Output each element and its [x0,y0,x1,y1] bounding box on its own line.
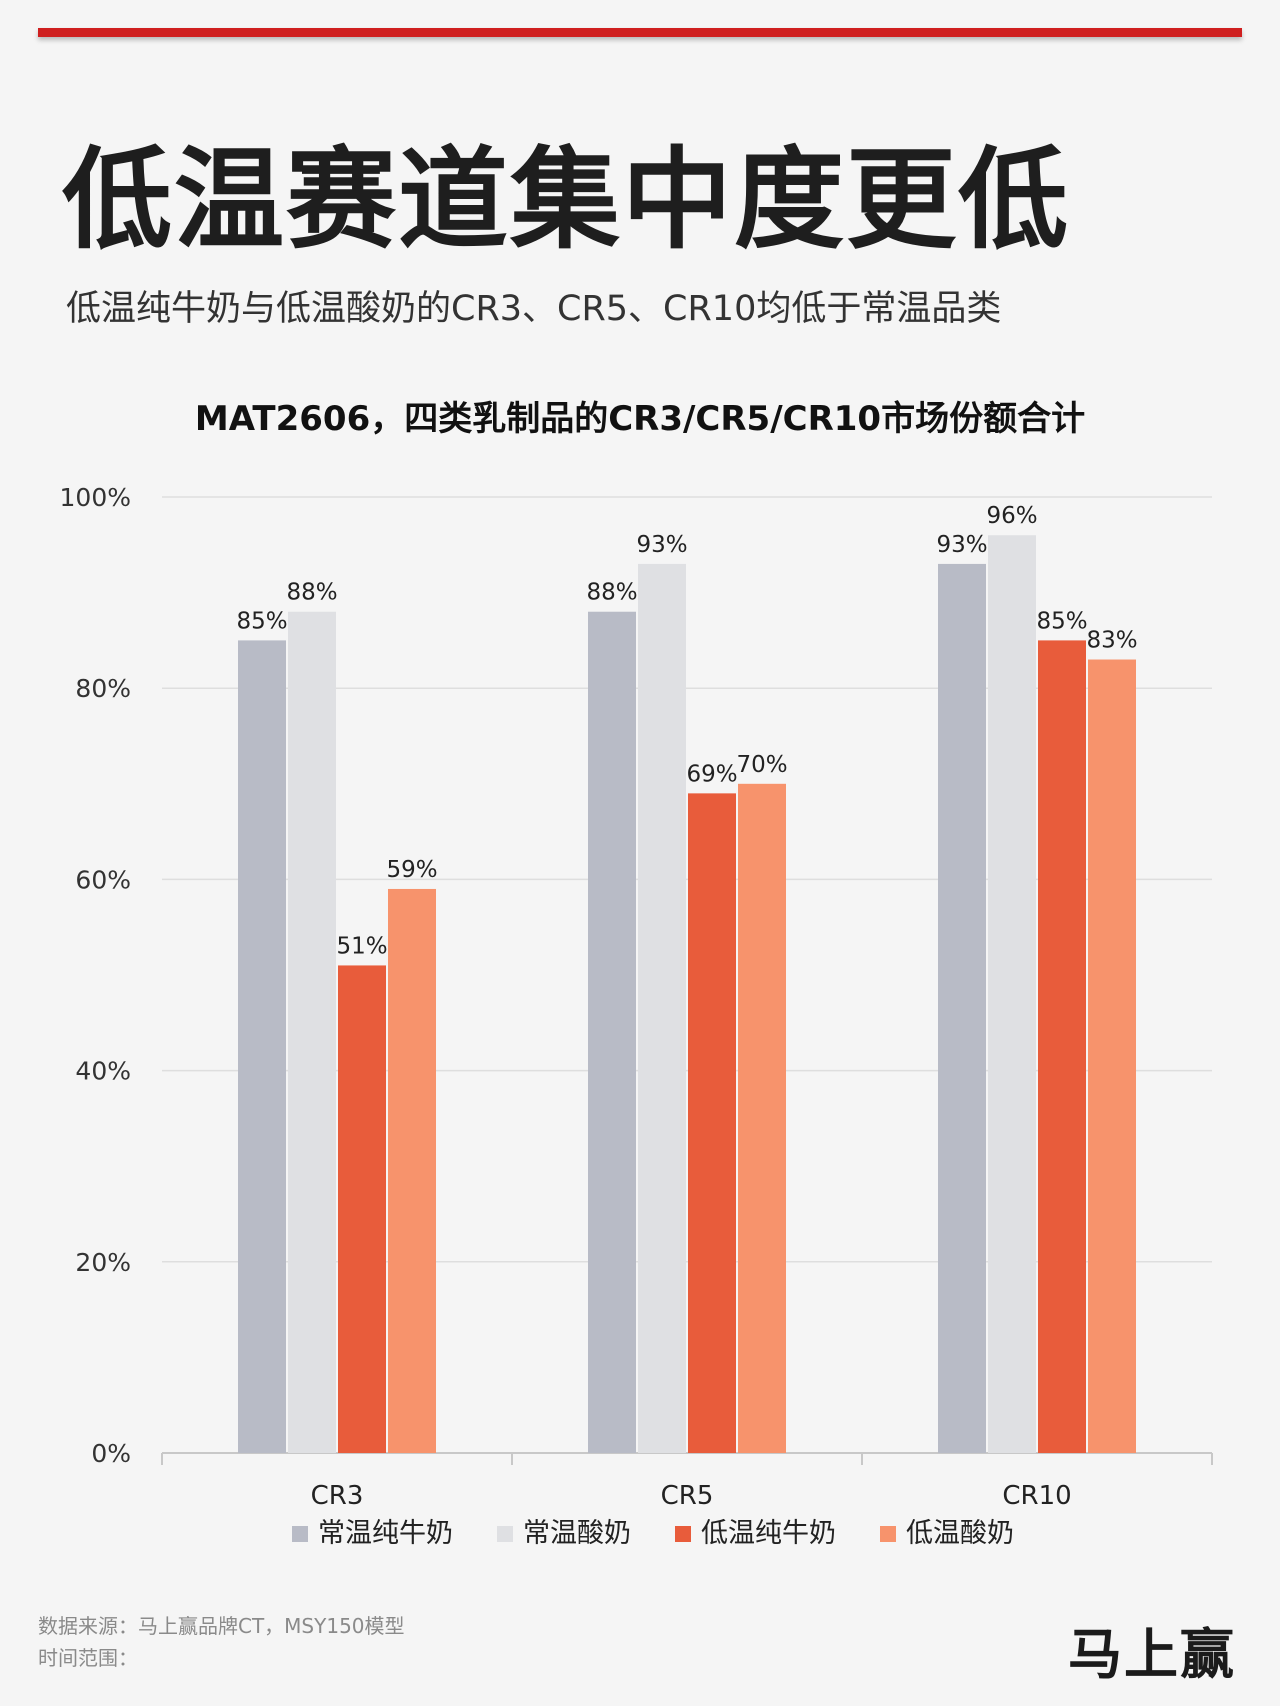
legend-label: 低温纯牛奶 [701,1518,836,1549]
bar-cr5-3 [738,783,786,1453]
brand-logo: 马上赢 [1068,1623,1236,1686]
y-tick-label: 20% [75,1248,131,1277]
legend-swatch [292,1526,308,1542]
bar-cr10-0 [938,563,986,1453]
data-label: 51% [336,933,387,959]
bar-cr3-1 [288,611,336,1453]
data-label: 88% [586,580,637,606]
data-label: 93% [936,532,987,558]
data-label: 85% [1036,608,1087,634]
x-tick-label: CR5 [661,1481,714,1511]
data-label: 85% [236,608,287,634]
y-tick-label: 100% [60,483,131,512]
page-subtitle: 低温纯牛奶与低温酸奶的CR3、CR5、CR10均低于常温品类 [66,289,1002,329]
page-title: 低温赛道集中度更低 [62,136,1070,264]
data-label: 93% [636,532,687,558]
data-label: 96% [986,503,1037,529]
y-tick-label: 0% [91,1439,131,1468]
legend-label: 低温酸奶 [906,1518,1014,1549]
legend-label: 常温酸奶 [523,1518,631,1549]
chart-title: MAT2606，四类乳制品的CR3/CR5/CR10市场份额合计 [195,399,1085,439]
legend-swatch [880,1526,896,1542]
data-label: 83% [1086,628,1137,654]
bar-cr10-2 [1038,640,1086,1453]
y-tick-label: 60% [75,865,131,894]
bar-cr5-0 [588,611,636,1453]
y-tick-label: 40% [75,1057,131,1086]
bar-cr3-3 [388,888,436,1453]
x-tick-label: CR10 [1002,1481,1071,1511]
bar-cr3-2 [338,965,386,1453]
data-label: 59% [386,857,437,883]
chart-area: MAT2606，四类乳制品的CR3/CR5/CR10市场份额合计 0% 20% 40%… [0,390,1280,1570]
x-tick-label: CR3 [311,1481,364,1511]
bar-cr5-1 [638,563,686,1453]
data-source: 数据来源：马上赢品牌CT，MSY150模型 [38,1614,405,1638]
bar-cr5-2 [688,793,736,1453]
y-tick-label: 80% [75,674,131,703]
data-label: 69% [686,761,737,787]
bar-cr3-0 [238,640,286,1453]
data-label: 88% [286,580,337,606]
legend-swatch [675,1526,691,1542]
time-range: 时间范围： [38,1646,138,1670]
data-label: 70% [736,752,787,778]
legend-swatch [497,1526,513,1542]
legend-label: 常温纯牛奶 [318,1518,453,1549]
bar-cr10-3 [1088,659,1136,1453]
bar-chart: MAT2606，四类乳制品的CR3/CR5/CR10市场份额合计 0% 20% 40%… [60,399,1213,1549]
bar-cr10-1 [988,535,1036,1453]
top-accent-bar [38,28,1242,37]
